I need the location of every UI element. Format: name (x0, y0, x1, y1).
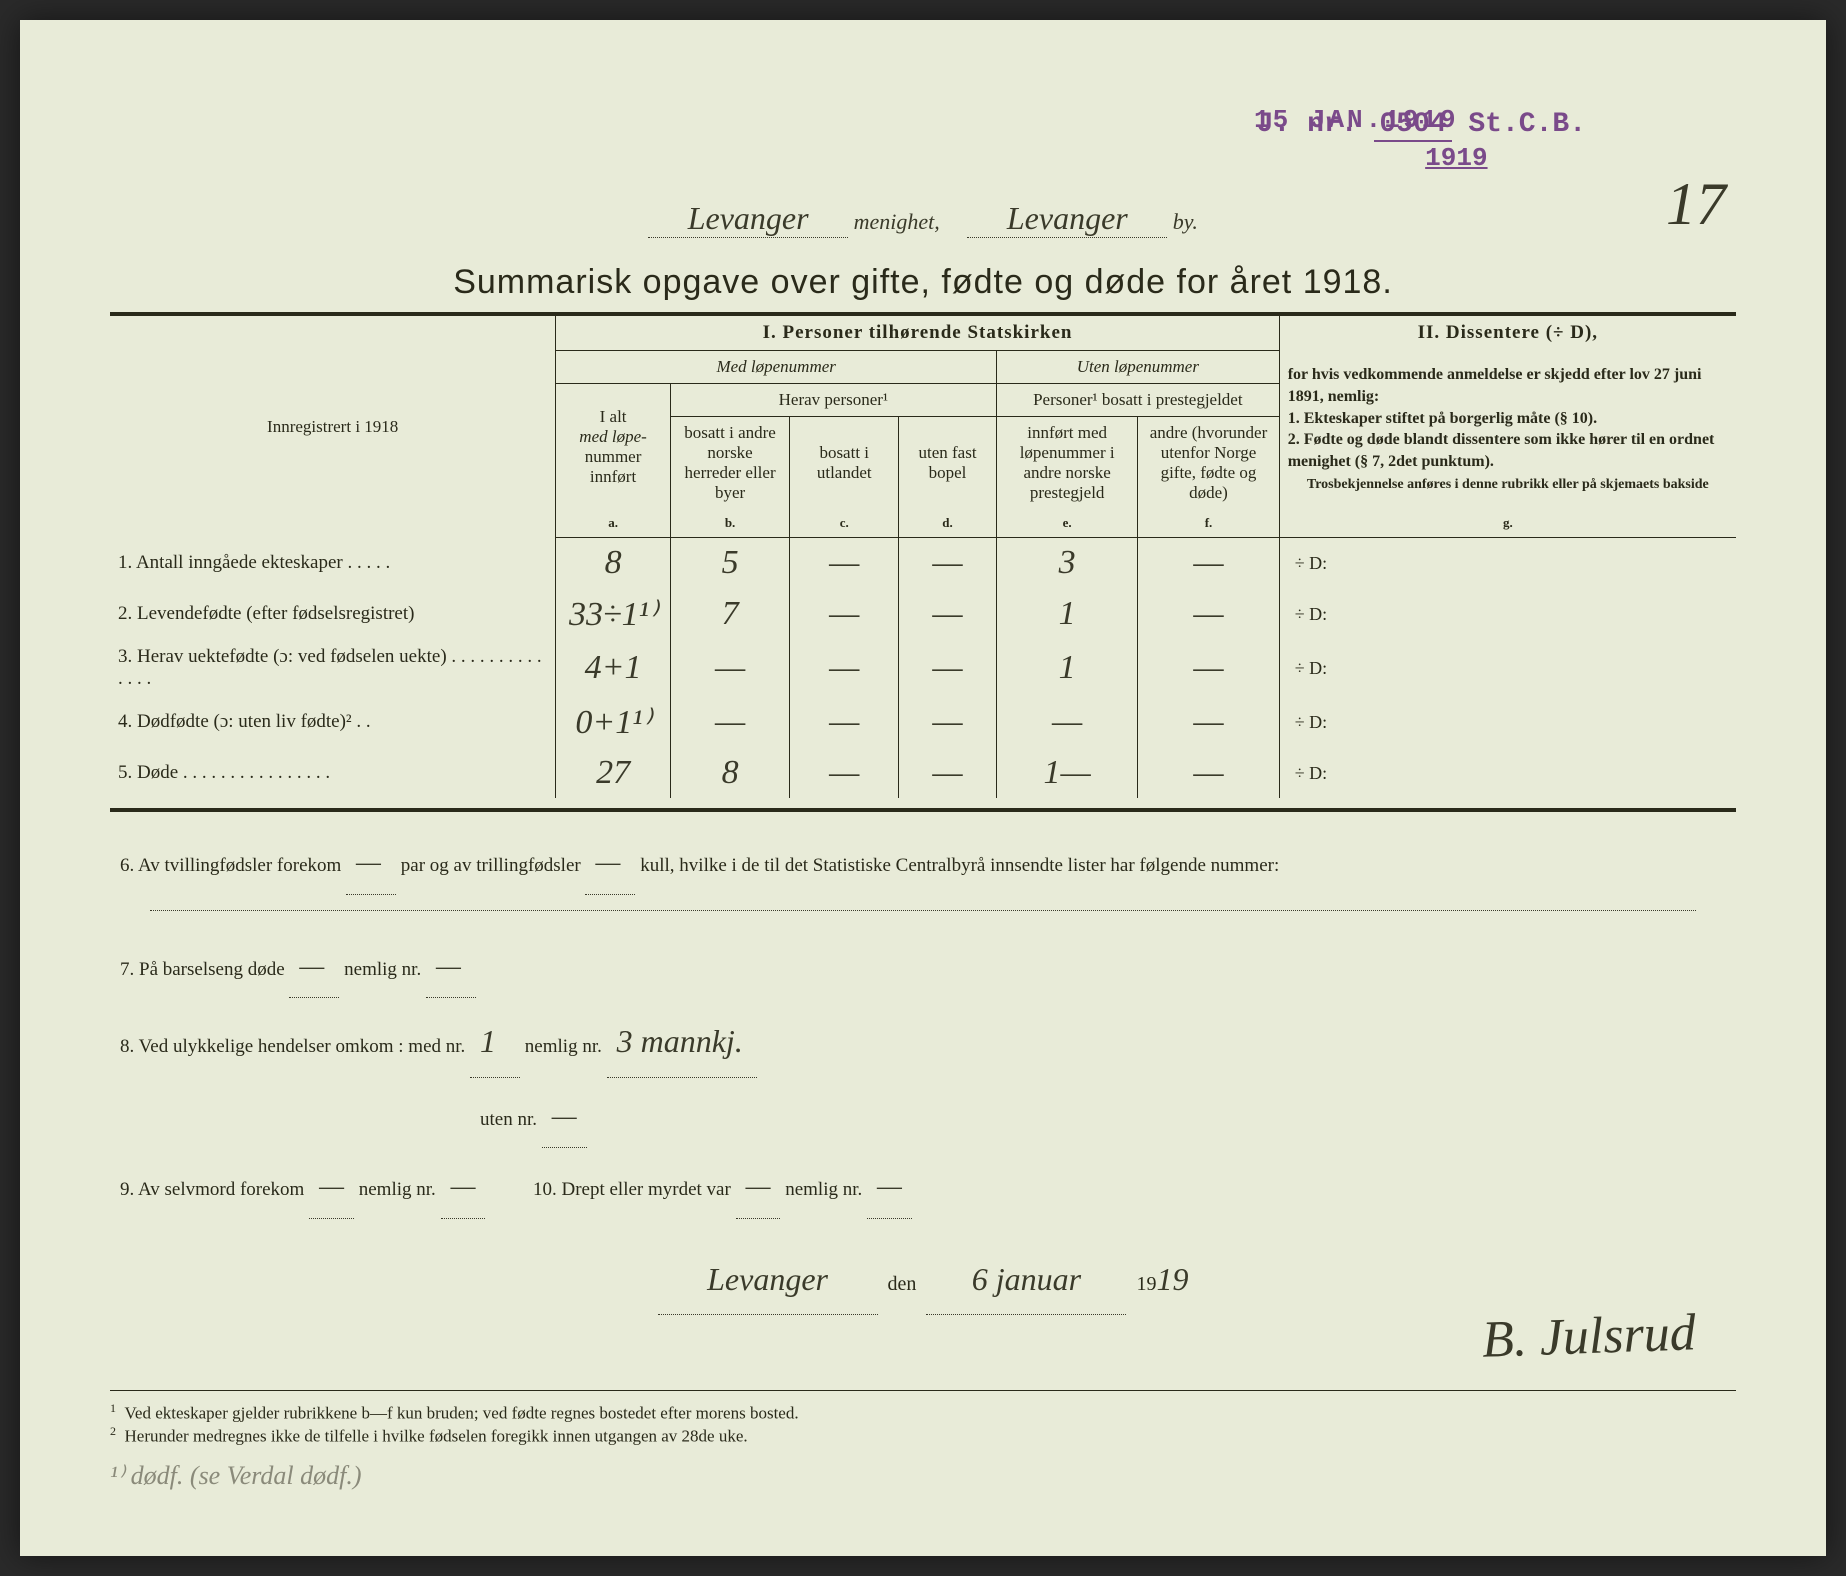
signature-place: Levanger (658, 1244, 878, 1315)
cell-value: 1 (996, 588, 1137, 640)
letter-a: a. (556, 509, 670, 538)
letter-f: f. (1138, 509, 1279, 538)
city-name: Levanger (967, 200, 1167, 238)
letter-g: g. (1279, 509, 1736, 538)
note-8-uten: uten nr. — (120, 1086, 1726, 1149)
table-row: 3. Herav uektefødte (ɔ: ved fødselen uek… (110, 640, 1736, 696)
bottom-rule (110, 808, 1736, 812)
footnote-2: 2 Herunder medregnes ikke de tilfelle i … (110, 1424, 1736, 1447)
note-7: 7. På barselseng døde — nemlig nr. — (120, 936, 1726, 999)
stamp-year: 1919 (1327, 143, 1586, 173)
col-a-header: I alt med løpe- nummer innført (556, 384, 670, 510)
header-line: Levanger menighet, Levanger by. (110, 200, 1736, 238)
row-label: 2. Levendefødte (efter fødselsregistret) (110, 588, 556, 640)
page-number: 17 (1666, 170, 1726, 239)
row-label: 5. Døde . . . . . . . . . . . . . . . . (110, 748, 556, 798)
cell-value: — (790, 588, 899, 640)
section-1-header: I. Personer tilhørende Statskirken (556, 316, 1279, 351)
cell-value: ÷ D: (1279, 696, 1736, 748)
cell-value: 3 (996, 538, 1137, 589)
cell-value: — (899, 748, 997, 798)
herav-personer-header: Herav personer¹ (670, 384, 996, 417)
document-title: Summarisk opgave over gifte, fødte og dø… (110, 263, 1736, 302)
cell-value: ÷ D: (1279, 640, 1736, 696)
col-f-header: andre (hvorunder utenfor Norge gifte, fø… (1138, 417, 1279, 510)
col-label-header: Innregistrert i 1918 (110, 316, 556, 538)
signature-date: 6 januar (926, 1244, 1126, 1315)
cell-value: — (899, 588, 997, 640)
cell-value: — (1138, 748, 1279, 798)
letter-c: c. (790, 509, 899, 538)
parish-name: Levanger (648, 200, 848, 238)
label-by: by. (1173, 209, 1198, 234)
row-label: 3. Herav uektefødte (ɔ: ved fødselen uek… (110, 640, 556, 696)
cell-value: — (790, 640, 899, 696)
letter-b: b. (670, 509, 790, 538)
cell-value: 27 (556, 748, 670, 798)
cell-value: — (899, 538, 997, 589)
uten-lopenummer-header: Uten løpenummer (996, 351, 1279, 384)
note-6-blank-line (150, 910, 1696, 911)
personer-bosatt-header: Personer¹ bosatt i prestegjeldet (996, 384, 1279, 417)
cell-value: — (670, 640, 790, 696)
cell-value: — (790, 696, 899, 748)
cell-value: — (1138, 696, 1279, 748)
cell-value: 0+1¹⁾ (556, 696, 670, 748)
cell-value: — (899, 696, 997, 748)
dissenter-text: for hvis vedkommende anmeldelse er skjed… (1279, 351, 1736, 510)
footnote-1: 1 Ved ekteskaper gjelder rubrikkene b—f … (110, 1401, 1736, 1424)
stamp-journal-number: J. nr. 0504 St.C.B. (1257, 109, 1586, 140)
letter-d: d. (899, 509, 997, 538)
cell-value: — (790, 748, 899, 798)
cell-value: 7 (670, 588, 790, 640)
cell-value: — (899, 640, 997, 696)
cell-value: 33÷1¹⁾ (556, 588, 670, 640)
cell-value: 1— (996, 748, 1137, 798)
cell-value: — (670, 696, 790, 748)
col-d-header: uten fast bopel (899, 417, 997, 510)
cell-value: ÷ D: (1279, 748, 1736, 798)
cell-value: 5 (670, 538, 790, 589)
letter-e: e. (996, 509, 1137, 538)
footnotes: 1 Ved ekteskaper gjelder rubrikkene b—f … (110, 1390, 1736, 1491)
cell-value: ÷ D: (1279, 538, 1736, 589)
document-page: 15 JAN.1919 J. nr. 0504 St.C.B. 1919 17 … (20, 20, 1826, 1556)
table-row: 1. Antall inngåede ekteskaper . . . . .8… (110, 538, 1736, 589)
row-label: 4. Dødfødte (ɔ: uten liv fødte)² . . (110, 696, 556, 748)
col-e-header: innført med løpenummer i andre norske pr… (996, 417, 1137, 510)
col-b-header: bosatt i andre norske herreder eller bye… (670, 417, 790, 510)
note-9-10: 9. Av selvmord forekom — nemlig nr. — 10… (120, 1156, 1726, 1219)
section-2-header: II. Dissentere (÷ D), (1279, 316, 1736, 351)
signature-line: Levanger den 6 januar 1919 (120, 1244, 1726, 1315)
signature: B. Julsrud (1481, 1303, 1697, 1369)
pencil-note: ¹⁾ dødf. (se Verdal dødf.) (110, 1461, 1736, 1491)
note-6: 6. Av tvillingfødsler forekom — par og a… (120, 832, 1726, 895)
cell-value: — (1138, 538, 1279, 589)
date-stamp: 15 JAN.1919 J. nr. 0504 St.C.B. 1919 (1127, 105, 1586, 173)
col-c-header: bosatt i utlandet (790, 417, 899, 510)
cell-value: 8 (556, 538, 670, 589)
row-label: 1. Antall inngåede ekteskaper . . . . . (110, 538, 556, 589)
cell-value: 4+1 (556, 640, 670, 696)
cell-value: — (790, 538, 899, 589)
table-row: 2. Levendefødte (efter fødselsregistret)… (110, 588, 1736, 640)
cell-value: 8 (670, 748, 790, 798)
med-lopenummer-header: Med løpenummer (556, 351, 997, 384)
main-table: Innregistrert i 1918 I. Personer tilhøre… (110, 316, 1736, 798)
note-8: 8. Ved ulykkelige hendelser omkom : med … (120, 1006, 1726, 1077)
cell-value: — (1138, 640, 1279, 696)
cell-value: 1 (996, 640, 1137, 696)
notes-area: 6. Av tvillingfødsler forekom — par og a… (110, 832, 1736, 1315)
table-row: 5. Døde . . . . . . . . . . . . . . . .2… (110, 748, 1736, 798)
cell-value: — (1138, 588, 1279, 640)
cell-value: ÷ D: (1279, 588, 1736, 640)
cell-value: — (996, 696, 1137, 748)
table-row: 4. Dødfødte (ɔ: uten liv fødte)² . .0+1¹… (110, 696, 1736, 748)
label-menighet: menighet, (854, 209, 940, 234)
